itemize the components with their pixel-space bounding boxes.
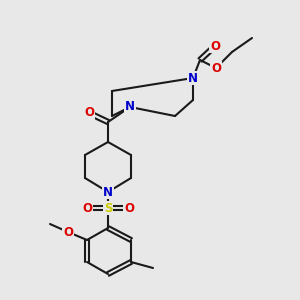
- Text: O: O: [210, 40, 220, 52]
- Text: O: O: [124, 202, 134, 214]
- Text: O: O: [84, 106, 94, 119]
- Text: N: N: [103, 185, 113, 199]
- Text: N: N: [125, 100, 135, 113]
- Text: O: O: [82, 202, 92, 214]
- Text: O: O: [211, 61, 221, 74]
- Text: N: N: [188, 71, 198, 85]
- Text: O: O: [63, 226, 73, 238]
- Text: S: S: [104, 202, 112, 214]
